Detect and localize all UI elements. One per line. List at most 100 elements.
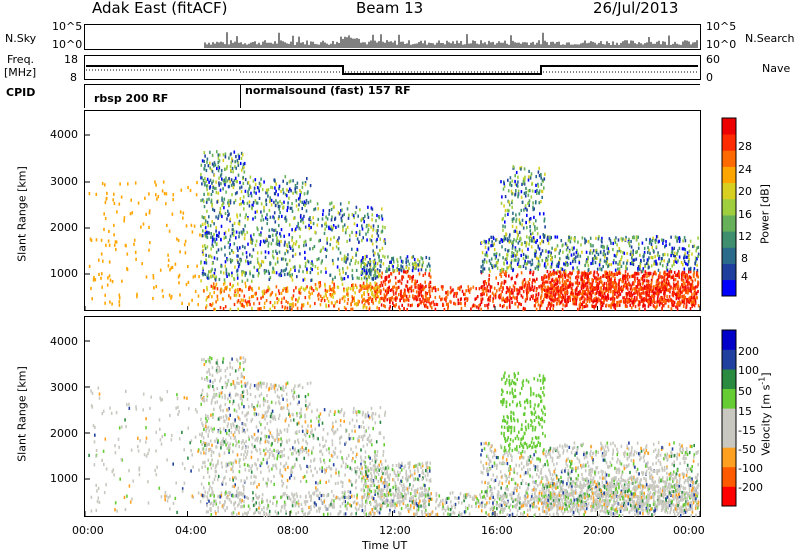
range-cell	[136, 295, 138, 299]
range-cell	[605, 262, 608, 266]
power-cbar-tick: 20	[738, 185, 752, 198]
range-cell	[529, 225, 531, 229]
range-cell	[335, 240, 338, 244]
range-cell	[292, 191, 294, 195]
range-cell	[510, 259, 513, 263]
range-cell	[133, 242, 135, 246]
range-cell	[545, 256, 548, 260]
range-cell	[551, 286, 553, 290]
range-cell	[325, 289, 328, 294]
range-cell	[515, 239, 517, 243]
range-cell	[519, 265, 522, 269]
range-cell	[368, 297, 371, 301]
range-cell	[612, 261, 615, 265]
range-cell	[223, 278, 226, 282]
range-cell	[201, 182, 203, 186]
range-cell	[627, 282, 630, 286]
range-cell	[511, 224, 514, 228]
range-cell	[650, 278, 653, 283]
range-cell	[533, 215, 535, 219]
range-cell	[551, 295, 554, 299]
range-cell	[650, 242, 653, 246]
range-cell	[382, 225, 384, 229]
range-cell	[222, 158, 225, 162]
range-cell	[341, 208, 343, 212]
range-cell	[381, 296, 383, 300]
range-cell	[516, 184, 519, 188]
range-cell	[516, 262, 519, 266]
range-cell	[526, 283, 529, 287]
x-axis-label: Time UT	[362, 539, 408, 552]
range-cell	[211, 204, 213, 208]
range-cell	[237, 173, 240, 177]
range-cell	[263, 209, 265, 213]
range-cell	[549, 280, 551, 285]
range-cell	[540, 300, 542, 304]
range-cell	[654, 239, 656, 243]
range-cell	[515, 258, 517, 262]
range-cell	[689, 239, 692, 243]
range-cell	[271, 186, 274, 190]
range-cell	[258, 233, 261, 237]
range-cell	[640, 297, 643, 301]
range-cell	[306, 191, 309, 195]
range-cell	[342, 270, 345, 274]
range-cell	[612, 303, 614, 307]
range-cell	[390, 298, 393, 302]
range-cell	[440, 499, 442, 503]
range-cell	[405, 260, 407, 264]
range-cell	[495, 252, 498, 256]
range-cell	[629, 287, 632, 291]
range-cell	[543, 219, 546, 223]
range-cell	[548, 287, 550, 291]
range-cell	[420, 268, 423, 272]
range-cell	[507, 178, 509, 182]
range-cell	[568, 235, 571, 239]
range-cell	[152, 276, 155, 280]
range-cell	[527, 178, 530, 182]
range-cell	[635, 272, 638, 276]
range-cell	[556, 269, 559, 273]
range-cell	[251, 238, 254, 242]
range-cell	[521, 200, 524, 204]
range-cell	[204, 272, 207, 276]
range-cell	[374, 273, 377, 277]
range-cell	[237, 282, 239, 286]
range-cell	[525, 221, 527, 225]
range-cell	[550, 291, 552, 295]
range-cell	[532, 294, 534, 298]
range-cell	[521, 287, 523, 291]
range-cell	[639, 282, 641, 287]
range-cell	[445, 296, 448, 300]
range-cell	[665, 243, 667, 247]
range-cell	[600, 244, 603, 248]
range-cell	[296, 275, 298, 279]
range-cell	[516, 236, 519, 240]
range-cell	[581, 271, 584, 275]
range-cell	[525, 288, 528, 292]
range-cell	[624, 277, 627, 281]
range-cell	[365, 225, 368, 229]
range-cell	[319, 283, 322, 288]
velocity-cbar-tick: 200	[738, 345, 759, 358]
range-cell	[353, 215, 355, 220]
range-cell	[196, 181, 198, 185]
range-cell	[688, 267, 690, 271]
range-cell	[223, 236, 225, 240]
range-cell	[98, 258, 100, 262]
range-cell	[589, 291, 592, 296]
range-cell	[414, 279, 416, 283]
range-cell	[676, 307, 679, 311]
range-cell	[561, 498, 563, 502]
range-cell	[226, 179, 229, 183]
range-cell	[216, 257, 219, 261]
range-cell	[486, 254, 489, 258]
range-cell	[612, 293, 614, 297]
range-cell	[511, 251, 513, 255]
range-cell	[525, 244, 527, 248]
range-cell	[329, 273, 331, 277]
range-cell	[155, 473, 158, 477]
range-cell	[394, 297, 397, 301]
range-cell	[280, 257, 283, 261]
range-cell	[418, 272, 421, 276]
